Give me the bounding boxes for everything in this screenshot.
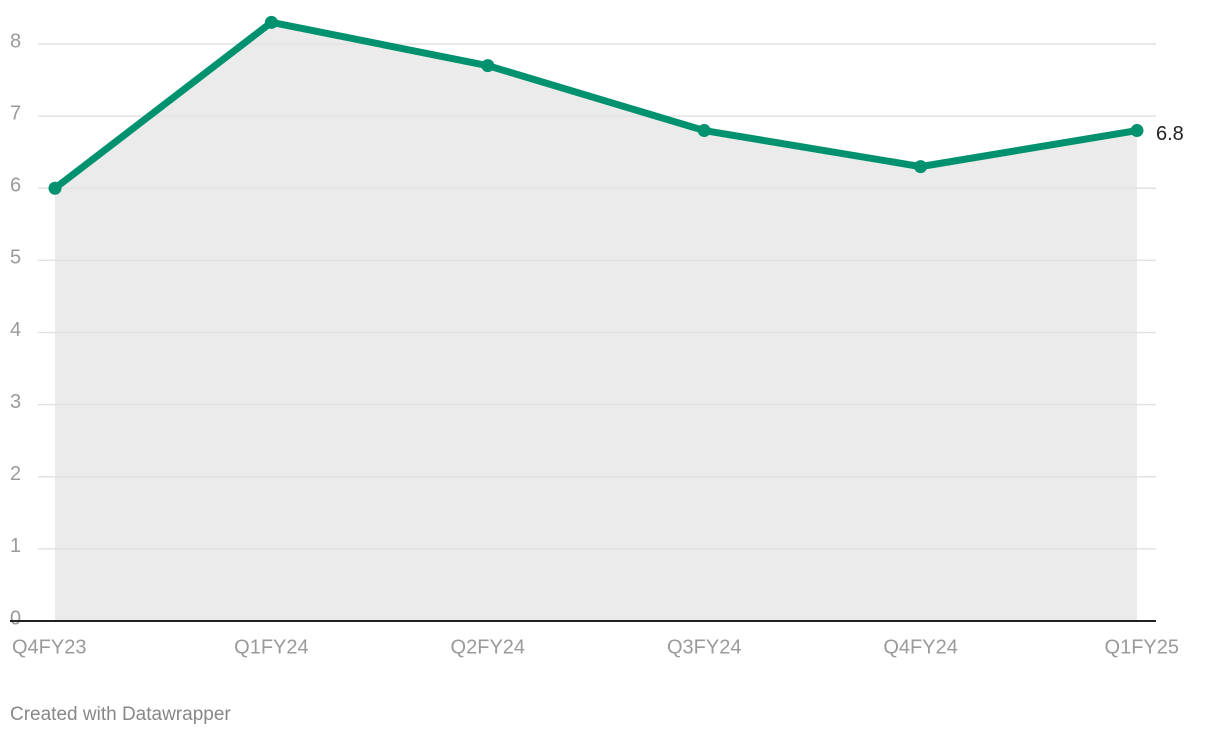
footer: Created with Datawrapper [10,704,231,725]
point [264,15,278,29]
x-tick-label: Q1FY24 [234,636,308,658]
y-tick-label: 5 [10,247,21,269]
y-tick-label: 8 [10,30,21,52]
point [914,160,928,174]
point [48,181,62,195]
y-tick-label: 2 [10,463,21,485]
plot: 0 1 2 3 4 5 6 7 8 Q4FY23 Q1FY24 Q2FY24 Q3FY24 Q4FY24 Q… [10,15,1184,658]
x-tick-label: Q2FY24 [451,636,525,658]
y-tick-label: 6 [10,175,21,197]
point [697,124,711,138]
x-tick-label: Q3FY24 [667,636,741,658]
y-tick-label: 4 [10,319,21,341]
area [55,22,1137,622]
point [481,59,495,73]
x-tick-label: Q4FY24 [883,636,957,658]
point [1130,124,1144,138]
line [51,18,1141,192]
y-tick-label: 7 [10,102,21,124]
value-label: 6.8 [1156,123,1184,145]
y-tick-label: 0 [10,607,21,629]
x-tick-label: Q4FY23 [12,636,86,658]
y-tick-label: 3 [10,391,21,413]
x-tick-label: Q1FY25 [1105,636,1179,658]
y-tick-label: 1 [10,535,21,557]
